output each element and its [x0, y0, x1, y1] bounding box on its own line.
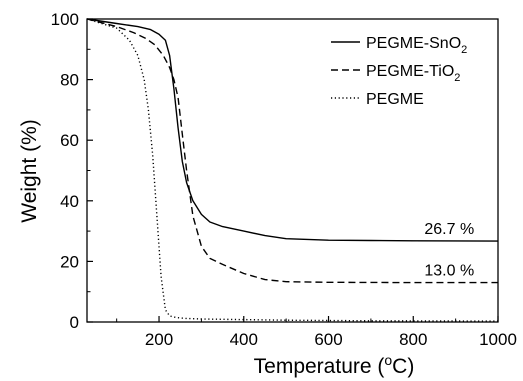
- series-line-pegme-tio2: [86, 18, 498, 284]
- y-tick-label: 0: [70, 313, 79, 332]
- series-line-pegme: [86, 18, 499, 322]
- x-tick-label: 600: [314, 330, 342, 349]
- x-tick-label: 400: [230, 330, 258, 349]
- y-tick-label: 80: [60, 71, 79, 90]
- x-tick-label: 800: [399, 330, 427, 349]
- annotations: 26.7 % 13.0 %: [424, 221, 474, 280]
- series-layer: [86, 18, 499, 322]
- x-axis-title-degree: o: [384, 352, 392, 368]
- legend: PEGME-SnO2 PEGME-TiO2 PEGME: [331, 35, 467, 108]
- y-tick-label: 60: [60, 131, 79, 150]
- y-tick-label: 100: [51, 10, 79, 29]
- y-tick-label: 40: [60, 192, 79, 211]
- series-line-pegme-sno2: [86, 18, 499, 242]
- legend-label-pegme: PEGME: [366, 91, 424, 108]
- y-axis-ticks: 0 20 40 60 80 100: [51, 10, 93, 332]
- x-axis-title-main: Temperature (: [254, 355, 385, 378]
- residue-annotation: 26.7 %: [424, 221, 474, 238]
- x-axis-title: Temperature (oC): [254, 352, 415, 378]
- legend-label-pegme-sno2: PEGME-SnO2: [366, 35, 467, 56]
- x-axis-ticks: 200 400 600 800 1000: [116, 316, 517, 349]
- x-tick-label: 200: [145, 330, 173, 349]
- y-tick-label: 20: [60, 252, 79, 271]
- y-axis-title: Weight (%): [18, 119, 41, 222]
- x-axis-title-unit: C): [392, 355, 414, 378]
- legend-label-pegme-tio2: PEGME-TiO2: [366, 63, 460, 84]
- residue-annotation: 13.0 %: [424, 263, 474, 280]
- x-tick-label: 1000: [479, 330, 517, 349]
